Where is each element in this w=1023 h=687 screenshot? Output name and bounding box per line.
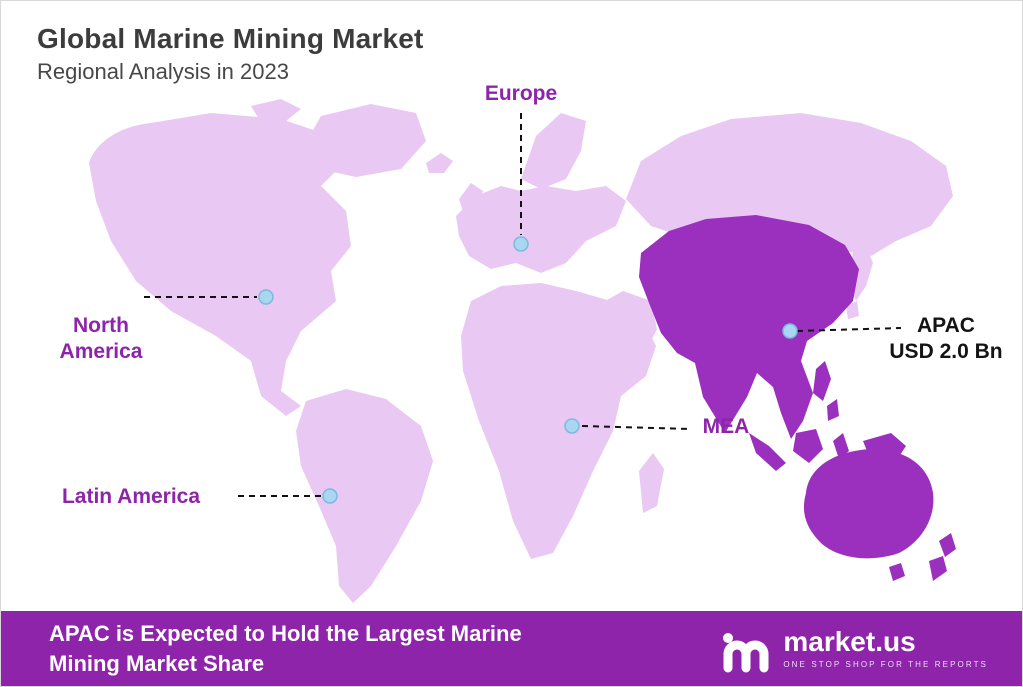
australia-highlight bbox=[803, 449, 934, 559]
sumatra-highlight bbox=[749, 433, 786, 471]
logo-tagline: ONE STOP SHOP FOR THE REPORTS bbox=[783, 660, 988, 669]
north-america-landmass bbox=[89, 113, 351, 416]
arctic-island bbox=[251, 99, 301, 121]
market-us-logo: market.us ONE STOP SHOP FOR THE REPORTS bbox=[719, 623, 988, 675]
philippines-highlight bbox=[813, 361, 831, 401]
leader-line-mea bbox=[581, 425, 692, 430]
apac-mainland-highlight bbox=[639, 215, 859, 439]
logo-text: market.us bbox=[783, 626, 916, 657]
iceland-landmass bbox=[426, 153, 453, 173]
europe-landmass bbox=[456, 186, 626, 273]
market-us-logo-icon bbox=[723, 632, 769, 672]
japan-south-island bbox=[846, 301, 859, 319]
marker-europe bbox=[513, 236, 529, 252]
header: Global Marine Mining Market Regional Ana… bbox=[37, 23, 424, 85]
greenland-landmass bbox=[301, 104, 426, 177]
label-apac-value: USD 2.0 Bn bbox=[889, 340, 1003, 364]
footer-caption: APAC is Expected to Hold the Largest Mar… bbox=[49, 619, 522, 677]
label-apac: APAC USD 2.0 Bn bbox=[876, 313, 1016, 366]
marker-north-america bbox=[258, 289, 274, 305]
borneo-highlight bbox=[793, 429, 823, 463]
label-north-america: North America bbox=[59, 314, 143, 364]
tasmania-highlight bbox=[889, 563, 905, 581]
philippines-south-highlight bbox=[827, 399, 839, 421]
south-america-landmass bbox=[296, 389, 433, 603]
new-zealand-north-highlight bbox=[939, 533, 956, 557]
label-apac-name: APAC bbox=[917, 314, 975, 337]
marker-apac bbox=[782, 323, 798, 339]
madagascar-landmass bbox=[639, 453, 664, 513]
footer-caption-line1: APAC is Expected to Hold the Largest Mar… bbox=[49, 621, 522, 647]
footer-banner: APAC is Expected to Hold the Largest Mar… bbox=[1, 611, 1022, 686]
new-zealand-south-highlight bbox=[929, 556, 947, 581]
label-europe: Europe bbox=[484, 82, 558, 105]
marker-latin-america bbox=[322, 488, 338, 504]
footer-caption-line2: Mining Market Share bbox=[49, 650, 265, 676]
label-latin-america: Latin America bbox=[61, 485, 201, 508]
world-map bbox=[89, 99, 956, 603]
label-mea: MEA bbox=[702, 415, 750, 438]
scandinavia-landmass bbox=[521, 113, 586, 189]
sulawesi-highlight bbox=[833, 433, 849, 459]
logo-textwrap: market.us ONE STOP SHOP FOR THE REPORTS bbox=[783, 626, 988, 670]
page-subtitle: Regional Analysis in 2023 bbox=[37, 59, 289, 84]
africa-landmass bbox=[461, 283, 656, 559]
marker-mea bbox=[564, 418, 580, 434]
page-title: Global Marine Mining Market bbox=[37, 23, 424, 54]
